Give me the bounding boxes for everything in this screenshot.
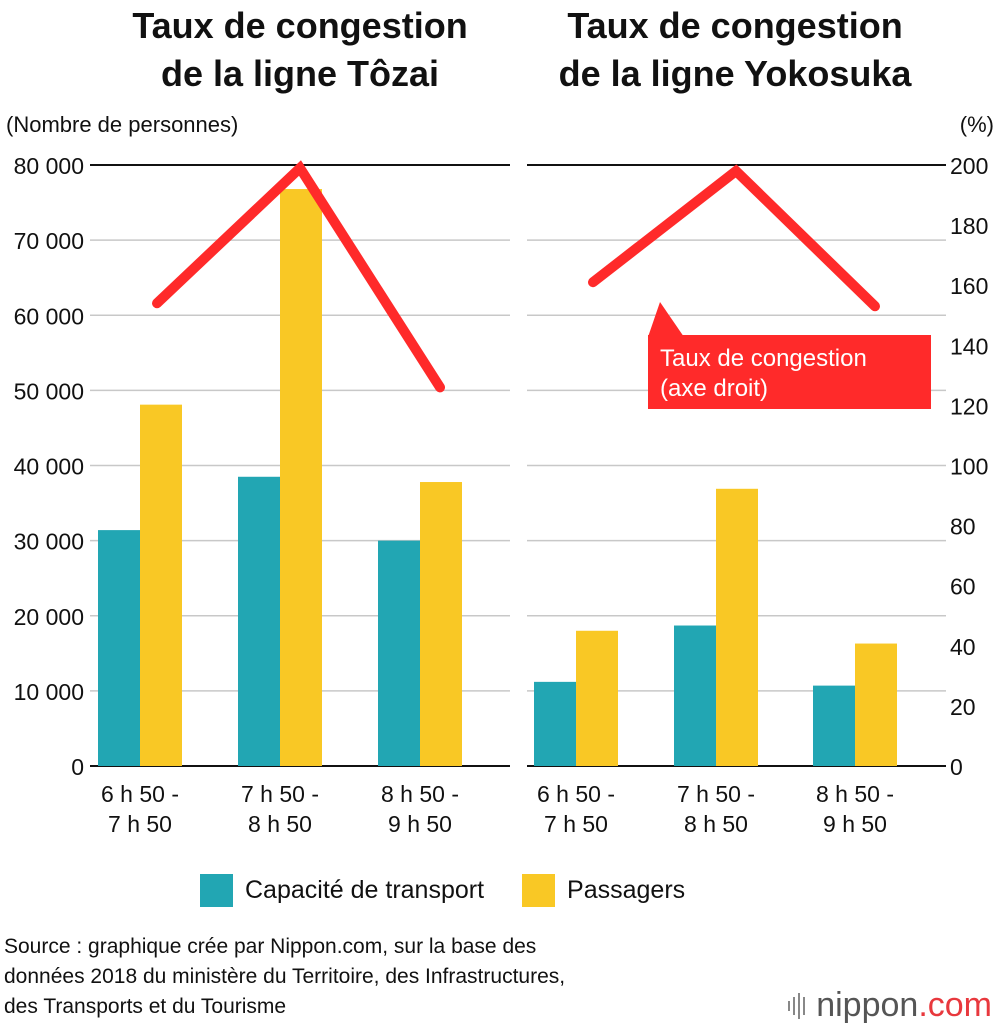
legend-label-capacity: Capacité de transport <box>245 875 485 904</box>
y-tick-label: 60 000 <box>14 303 84 329</box>
bar-passengers <box>140 404 182 766</box>
legend: Capacité de transport Passagers <box>200 872 723 908</box>
legend-swatch-capacity <box>200 873 233 907</box>
y2-tick-label: 120 <box>950 393 988 419</box>
y2-tick-label: 60 <box>950 574 976 600</box>
bar-capacity <box>813 685 855 766</box>
congestion-rate-line <box>152 160 445 393</box>
annotation-box <box>648 335 931 409</box>
x-tick-label: 7 h 50 -8 h 50 <box>241 781 319 837</box>
bar-capacity <box>238 476 280 766</box>
y2-tick-label: 200 <box>950 153 988 179</box>
bar-capacity <box>674 625 716 766</box>
congestion-rate-line <box>588 164 880 312</box>
y2-tick-label: 0 <box>950 754 963 780</box>
bar-passengers <box>716 488 758 766</box>
bar-passengers <box>280 189 322 767</box>
y-tick-label: 30 000 <box>14 529 84 555</box>
y-tick-label: 0 <box>71 754 84 780</box>
chart-title-tozai: Taux de congestion de la ligne Tôzai <box>132 5 468 94</box>
x-tick-label: 6 h 50 -7 h 50 <box>101 781 179 837</box>
brand-name: nippon <box>816 986 919 1024</box>
x-tick-label: 8 h 50 -9 h 50 <box>381 781 459 837</box>
brand-suffix: .com <box>918 986 992 1024</box>
legend-swatch-passengers <box>522 873 556 907</box>
y-tick-label: 80 000 <box>14 153 84 179</box>
chart-title-yokosuka: Taux de congestion de la ligne Yokosuka <box>558 5 912 94</box>
bar-capacity <box>98 530 140 766</box>
y-tick-label: 20 000 <box>14 604 84 630</box>
legend-item-capacity: Capacité de transport <box>200 873 485 907</box>
y2-tick-label: 160 <box>950 273 988 299</box>
bar-capacity <box>534 681 576 766</box>
y2-tick-label: 20 <box>950 694 976 720</box>
y-tick-label: 40 000 <box>14 454 84 480</box>
y2-tick-label: 40 <box>950 634 976 660</box>
chart-canvas: 6 h 50 -7 h 50 7 h 50 -8 h 50 8 h 50 -9 h … <box>14 153 989 837</box>
legend-item-passengers: Passagers <box>522 873 686 907</box>
y-tick-label: 50 000 <box>14 378 84 404</box>
y2-tick-label: 140 <box>950 333 988 359</box>
legend-label-passengers: Passagers <box>567 875 686 904</box>
right-axis-label: (%) <box>959 112 994 137</box>
annotation-text: Taux de congestion (axe droit) <box>660 345 867 402</box>
y-tick-label: 70 000 <box>14 228 84 254</box>
bar-passengers <box>576 630 618 766</box>
nippon-logo: nippon .com <box>788 986 992 1025</box>
left-axis-label: (Nombre de personnes) <box>6 112 239 137</box>
y2-tick-label: 80 <box>950 514 976 540</box>
y2-tick-label: 180 <box>950 213 988 239</box>
bar-capacity <box>378 540 420 766</box>
x-tick-label: 7 h 50 -8 h 50 <box>677 781 755 837</box>
sound-bars-icon <box>788 992 808 1019</box>
annotation-pointer <box>648 302 684 337</box>
y-tick-label: 10 000 <box>14 679 84 705</box>
source-note: Source : graphique crée par Nippon.com, … <box>4 935 566 1018</box>
bar-passengers <box>855 643 897 766</box>
x-tick-label: 6 h 50 -7 h 50 <box>537 781 615 837</box>
y2-tick-label: 100 <box>950 454 988 480</box>
x-tick-label: 8 h 50 -9 h 50 <box>816 781 894 837</box>
bar-passengers <box>420 482 462 766</box>
